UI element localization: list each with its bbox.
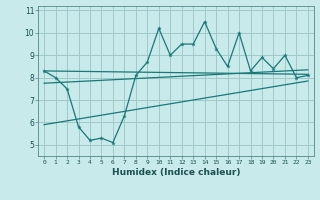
X-axis label: Humidex (Indice chaleur): Humidex (Indice chaleur) (112, 168, 240, 177)
